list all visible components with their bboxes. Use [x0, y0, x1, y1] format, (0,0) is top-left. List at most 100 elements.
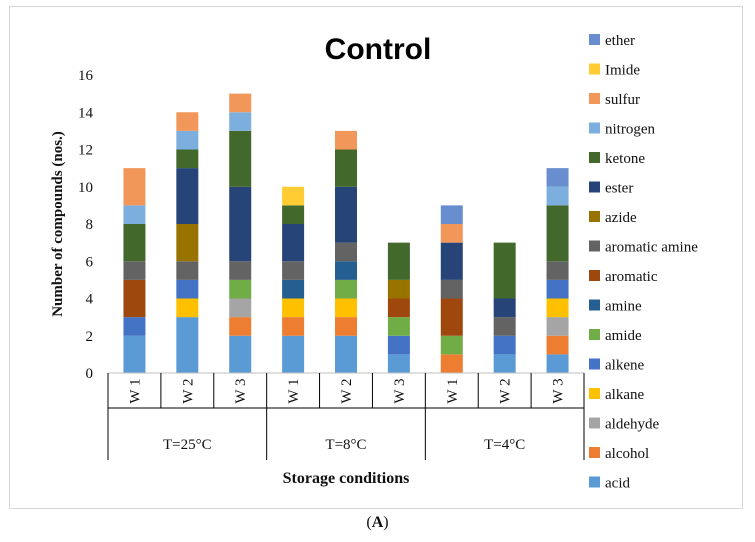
bar-segment-ester	[282, 224, 305, 262]
bar-segment-alkene	[387, 335, 410, 355]
bar-segment-amide	[440, 335, 463, 355]
bar-segment-nitrogen	[229, 112, 252, 131]
bar-segment-nitrogen	[176, 130, 199, 150]
legend-swatch	[589, 358, 600, 370]
bar-segment-acid	[546, 354, 569, 373]
group-label: T=25°C	[163, 437, 212, 453]
legend-swatch	[589, 476, 600, 488]
legend-label: acid	[605, 476, 630, 492]
bar-segment-alcohol	[335, 317, 357, 336]
chart-title: Control	[325, 33, 432, 66]
bar-segment-ketone	[229, 130, 252, 187]
legend-label: alkane	[605, 387, 644, 403]
bar-segment-alkene	[546, 279, 569, 299]
bar-segment-alkane	[282, 298, 305, 318]
x-tick-label: W 1	[127, 378, 143, 403]
bar-segment-ketone	[123, 224, 146, 262]
bar-segment-azide	[387, 279, 410, 299]
bar-segment-ester	[493, 298, 516, 318]
bar-segment-amine	[335, 261, 357, 280]
legend-swatch	[589, 299, 600, 311]
legend-label: aromatic amine	[605, 240, 698, 256]
bar-segment-alcohol	[440, 354, 463, 373]
bar-segment-ketone	[546, 205, 569, 262]
legend-swatch	[589, 181, 600, 193]
legend-swatch	[589, 152, 600, 163]
legend-label: amide	[605, 328, 642, 344]
bar-segment-ether	[546, 168, 569, 187]
x-tick-label: W 2	[498, 378, 514, 403]
bar-segment-sulfur	[123, 168, 146, 206]
bar-segment-acid	[387, 354, 410, 373]
legend-swatch	[589, 122, 600, 134]
legend-swatch	[589, 329, 600, 340]
bar-segment-alcohol	[546, 335, 569, 355]
bar-segment-aromatic-amine	[335, 242, 357, 262]
bar-segment-alkane	[335, 298, 357, 318]
bar-segment-nitrogen	[123, 205, 146, 224]
bar-segment-acid	[282, 335, 305, 373]
legend-label: aromatic	[605, 269, 658, 285]
bar-segment-acid	[176, 317, 199, 373]
bar-segment-aromatic-amine	[229, 261, 252, 280]
bar-segment-amine	[282, 279, 305, 299]
bar-segment-aromatic-amine	[440, 279, 463, 299]
bar-segment-alcohol	[229, 317, 252, 336]
bar-segment-azide	[176, 224, 199, 262]
bar-segment-sulfur	[229, 93, 252, 113]
bar-segment-alkene	[493, 335, 516, 355]
bar-segment-alkene	[176, 279, 199, 299]
bar-segment-aromatic-amine	[546, 261, 569, 280]
bar-segment-aldehyde	[229, 298, 252, 318]
y-tick-label: 2	[86, 329, 94, 345]
legend-label: ester	[605, 181, 633, 197]
legend-swatch	[589, 93, 600, 104]
x-tick-label: W 3	[392, 378, 408, 403]
bar-segment-ester	[440, 242, 463, 280]
bars-layer	[123, 93, 569, 373]
group-label: T=8°C	[325, 437, 366, 453]
x-tick-label: W 3	[551, 378, 567, 403]
y-tick-label: 4	[86, 292, 94, 308]
bar-segment-ketone	[282, 205, 305, 224]
bar-segment-ketone	[176, 149, 199, 169]
legend-swatch	[589, 447, 600, 458]
bar-segment-aromatic-amine	[493, 317, 516, 336]
bar-segment-sulfur	[176, 112, 199, 131]
bar-segment-acid	[493, 354, 516, 373]
bar-segment-amide	[387, 317, 410, 336]
bar-segment-ketone	[387, 242, 410, 280]
y-tick-label: 14	[78, 105, 94, 121]
legend-label: sulfur	[605, 92, 640, 108]
legend: ether Imide sulfur nitrogen ketone ester azide…	[589, 33, 698, 492]
axes-layer: 0 2 4 6 8 10 12 14 16 W 1 W 2 W 3 W 1 W 2 W 3 W 1 W 2 W 3…	[78, 68, 585, 460]
y-tick-label: 12	[78, 143, 93, 159]
bar-segment-aromatic-amine	[123, 261, 146, 280]
legend-label: amine	[605, 299, 642, 315]
bar-segment-imide	[282, 186, 305, 206]
bar-segment-sulfur	[440, 224, 463, 243]
legend-label: alkene	[605, 358, 644, 374]
legend-swatch	[589, 240, 600, 252]
x-axis-label: Storage conditions	[283, 470, 410, 487]
y-tick-label: 8	[86, 217, 94, 233]
bar-segment-alkane	[546, 298, 569, 318]
chart-frame	[9, 6, 743, 509]
legend-swatch	[589, 417, 600, 429]
x-tick-label: W 3	[233, 378, 249, 403]
legend-label: ether	[605, 33, 635, 49]
y-tick-label: 16	[78, 68, 94, 84]
bar-segment-acid	[123, 335, 146, 373]
legend-label: azide	[605, 210, 637, 226]
bar-segment-sulfur	[335, 130, 357, 150]
figure-caption: (A)	[366, 514, 389, 531]
bar-segment-aromatic-amine	[176, 261, 199, 280]
bar-segment-ester	[335, 186, 357, 243]
group-label: T=4°C	[484, 437, 525, 453]
bar-segment-amide	[229, 279, 252, 299]
legend-label: aldehyde	[605, 417, 659, 433]
bar-segment-ketone	[493, 242, 516, 299]
bar-segment-acid	[335, 335, 357, 373]
bar-segment-ketone	[335, 149, 357, 187]
bar-segment-alkene	[123, 317, 146, 336]
